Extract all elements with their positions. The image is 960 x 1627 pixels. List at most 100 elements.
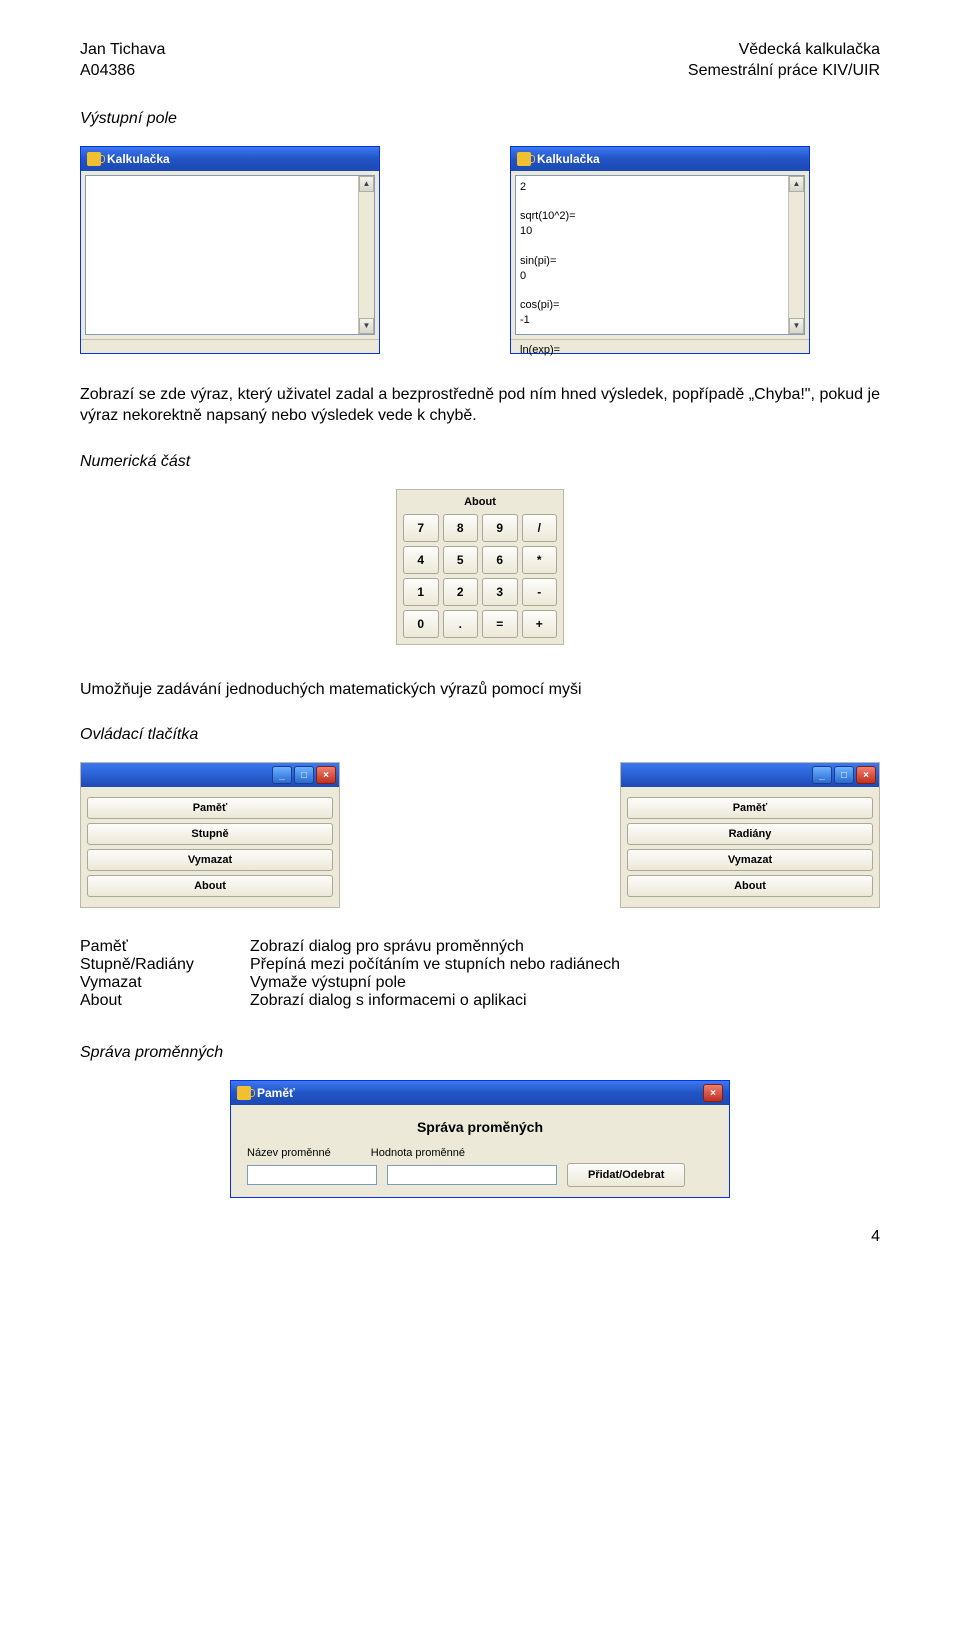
definition-value: Zobrazí dialog pro správu proměnných [250, 938, 880, 956]
definition-value: Vymaže výstupní pole [250, 974, 880, 992]
header-left: Jan Tichava A04386 [80, 40, 165, 82]
window-title: Kalkulačka [537, 152, 600, 166]
calc-window-filled: Kalkulačka 2 sqrt(10^2)= 10 sin(pi)= 0 c… [510, 146, 810, 354]
control-button[interactable]: Radiány [627, 823, 873, 845]
control-panel-degrees: _ □ × Paměť Stupně Vymazat About [80, 762, 340, 908]
key-=[interactable]: = [482, 610, 518, 638]
section-output-title: Výstupní pole [80, 110, 880, 128]
scroll-up-icon[interactable]: ▲ [789, 176, 804, 192]
page-number: 4 [80, 1228, 880, 1246]
keypad-grid: 789/ 456* 123- 0.=+ [403, 514, 557, 638]
minimize-icon[interactable]: _ [812, 766, 832, 784]
maximize-icon[interactable]: □ [294, 766, 314, 784]
window-title: Kalkulačka [107, 152, 170, 166]
section-numeric-title: Numerická část [80, 453, 880, 471]
control-button[interactable]: Stupně [87, 823, 333, 845]
project-title: Vědecká kalkulačka [688, 40, 880, 61]
key-2[interactable]: 2 [443, 578, 479, 606]
scrollbar[interactable]: ▲ ▼ [788, 176, 804, 334]
control-button[interactable]: Paměť [627, 797, 873, 819]
maximize-icon[interactable]: □ [834, 766, 854, 784]
memory-dialog: Paměť × Správa proměných Název proměnné … [230, 1080, 730, 1198]
definition-key: About [80, 992, 250, 1010]
control-button[interactable]: Vymazat [627, 849, 873, 871]
key-1[interactable]: 1 [403, 578, 439, 606]
output-textarea[interactable]: ▲ ▼ [85, 175, 375, 335]
output-textarea[interactable]: 2 sqrt(10^2)= 10 sin(pi)= 0 cos(pi)= -1 … [515, 175, 805, 335]
control-button[interactable]: About [627, 875, 873, 897]
client-area: ▲ ▼ [81, 171, 379, 339]
close-icon[interactable]: × [856, 766, 876, 784]
var-name-input[interactable] [247, 1165, 377, 1185]
java-icon [517, 152, 531, 166]
page-header: Jan Tichava A04386 Vědecká kalkulačka Se… [80, 40, 880, 82]
key-4[interactable]: 4 [403, 546, 439, 574]
label-var-name: Název proměnné [247, 1147, 331, 1159]
output-content: 2 sqrt(10^2)= 10 sin(pi)= 0 cos(pi)= -1 … [520, 180, 800, 358]
scrollbar[interactable]: ▲ ▼ [358, 176, 374, 334]
minimize-icon[interactable]: _ [272, 766, 292, 784]
panel-titlebar: _ □ × [621, 763, 879, 787]
var-value-input[interactable] [387, 1165, 557, 1185]
definition-row: VymazatVymaže výstupní pole [80, 974, 880, 992]
add-remove-label: Přidat/Odebrat [588, 1169, 664, 1181]
definition-key: Paměť [80, 938, 250, 956]
project-subtitle: Semestrální práce KIV/UIR [688, 61, 880, 82]
author-id: A04386 [80, 61, 165, 82]
control-panels-row: _ □ × Paměť Stupně Vymazat About _ □ × Pamě… [80, 762, 880, 908]
control-button[interactable]: Paměť [87, 797, 333, 819]
scroll-track[interactable] [789, 192, 804, 318]
key-/[interactable]: / [522, 514, 558, 542]
control-button[interactable]: About [87, 875, 333, 897]
key-6[interactable]: 6 [482, 546, 518, 574]
definition-row: PaměťZobrazí dialog pro správu proměnnýc… [80, 938, 880, 956]
section-memory-title: Správa proměnných [80, 1044, 880, 1062]
key-7[interactable]: 7 [403, 514, 439, 542]
key-+[interactable]: + [522, 610, 558, 638]
definition-key: Vymazat [80, 974, 250, 992]
keypad-about-label: About [403, 496, 557, 508]
control-button[interactable]: Vymazat [87, 849, 333, 871]
field-labels: Název proměnné Hodnota proměnné [247, 1147, 713, 1159]
scroll-track[interactable] [359, 192, 374, 318]
close-icon[interactable]: × [703, 1084, 723, 1102]
output-windows-row: Kalkulačka ▲ ▼ Kalkulačka 2 sqrt(10^2)= … [80, 146, 880, 354]
dialog-heading: Správa proměných [247, 1119, 713, 1135]
scroll-down-icon[interactable]: ▼ [359, 318, 374, 334]
titlebar: Kalkulačka [511, 147, 809, 171]
titlebar: Paměť × [231, 1081, 729, 1105]
dialog-client: Správa proměných Název proměnné Hodnota … [231, 1105, 729, 1197]
keypad-wrap: About 789/ 456* 123- 0.=+ [80, 489, 880, 645]
key-3[interactable]: 3 [482, 578, 518, 606]
panel-body: Paměť Stupně Vymazat About [81, 787, 339, 907]
client-area: 2 sqrt(10^2)= 10 sin(pi)= 0 cos(pi)= -1 … [511, 171, 809, 339]
control-definitions: PaměťZobrazí dialog pro správu proměnnýc… [80, 938, 880, 1010]
key-*[interactable]: * [522, 546, 558, 574]
output-description: Zobrazí se zde výraz, který uživatel zad… [80, 384, 880, 427]
add-remove-button[interactable]: Přidat/Odebrat [567, 1163, 685, 1187]
key-0[interactable]: 0 [403, 610, 439, 638]
numeric-description: Umožňuje zadávání jednoduchých matematic… [80, 679, 880, 701]
definition-row: Stupně/RadiányPřepíná mezi počítáním ve … [80, 956, 880, 974]
close-icon[interactable]: × [316, 766, 336, 784]
key-9[interactable]: 9 [482, 514, 518, 542]
control-panel-radians: _ □ × Paměť Radiány Vymazat About [620, 762, 880, 908]
scroll-up-icon[interactable]: ▲ [359, 176, 374, 192]
key-.[interactable]: . [443, 610, 479, 638]
section-controls-title: Ovládací tlačítka [80, 726, 880, 744]
key-5[interactable]: 5 [443, 546, 479, 574]
definition-value: Zobrazí dialog s informacemi o aplikaci [250, 992, 880, 1010]
author-name: Jan Tichava [80, 40, 165, 61]
label-var-value: Hodnota proměnné [371, 1147, 465, 1159]
key--[interactable]: - [522, 578, 558, 606]
memory-dialog-wrap: Paměť × Správa proměných Název proměnné … [80, 1080, 880, 1198]
key-8[interactable]: 8 [443, 514, 479, 542]
field-row: Přidat/Odebrat [247, 1163, 713, 1187]
definition-row: AboutZobrazí dialog s informacemi o apli… [80, 992, 880, 1010]
definition-key: Stupně/Radiány [80, 956, 250, 974]
scroll-down-icon[interactable]: ▼ [789, 318, 804, 334]
definition-value: Přepíná mezi počítáním ve stupních nebo … [250, 956, 880, 974]
java-icon [237, 1086, 251, 1100]
dialog-title: Paměť [257, 1086, 295, 1100]
java-icon [87, 152, 101, 166]
